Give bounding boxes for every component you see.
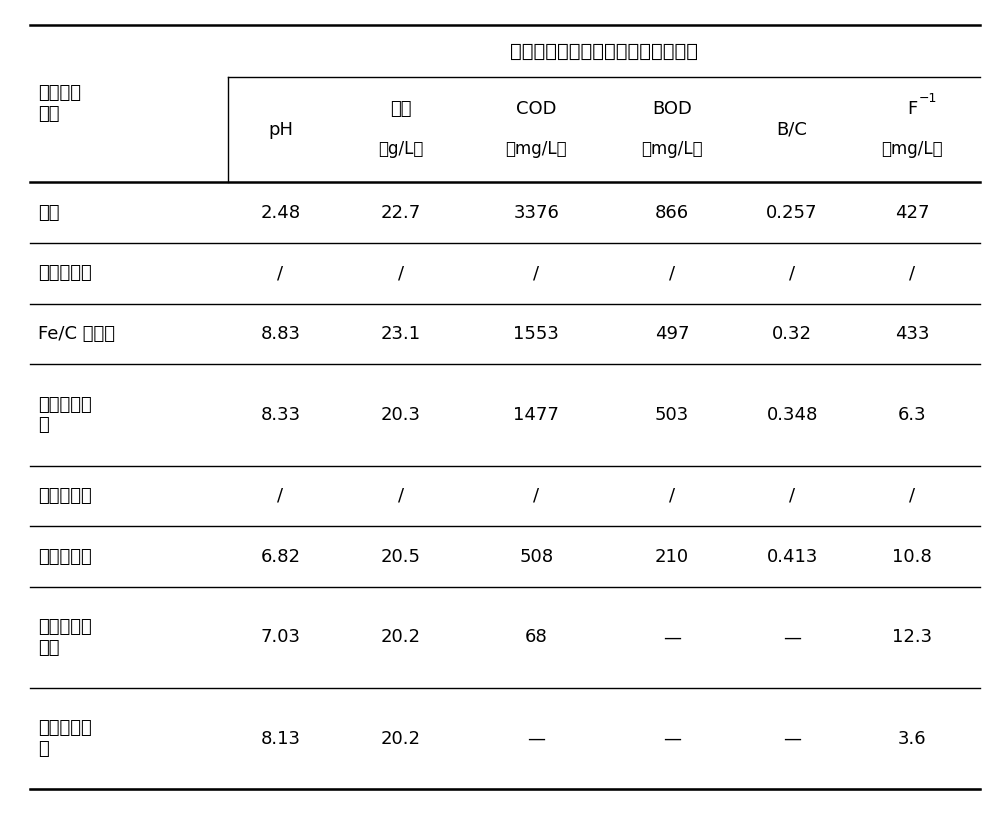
Text: 生物电催化: 生物电催化 bbox=[38, 547, 92, 566]
Text: 处理工艺
阶段: 处理工艺 阶段 bbox=[38, 84, 81, 123]
Text: 0.257: 0.257 bbox=[766, 204, 818, 222]
Text: 20.5: 20.5 bbox=[381, 547, 421, 566]
Text: 盐度: 盐度 bbox=[390, 99, 411, 118]
Text: /: / bbox=[789, 265, 795, 283]
Text: 0.413: 0.413 bbox=[766, 547, 818, 566]
Text: 3.6: 3.6 bbox=[898, 730, 926, 747]
Text: /: / bbox=[398, 487, 404, 505]
Text: BOD: BOD bbox=[652, 99, 692, 118]
Text: 427: 427 bbox=[895, 204, 929, 222]
Text: 20.2: 20.2 bbox=[381, 730, 421, 747]
Text: —: — bbox=[663, 730, 681, 747]
Text: 8.33: 8.33 bbox=[260, 406, 301, 424]
Text: 508: 508 bbox=[519, 547, 553, 566]
Text: —: — bbox=[783, 730, 801, 747]
Text: 503: 503 bbox=[655, 406, 689, 424]
Text: 6.3: 6.3 bbox=[898, 406, 926, 424]
Text: 2.48: 2.48 bbox=[260, 204, 301, 222]
Text: 一级调节池: 一级调节池 bbox=[38, 265, 92, 283]
Text: 68: 68 bbox=[525, 629, 548, 646]
Text: 1477: 1477 bbox=[513, 406, 559, 424]
Text: 各阶段处理工艺处理后水质出水指标: 各阶段处理工艺处理后水质出水指标 bbox=[510, 41, 698, 61]
Text: 22.7: 22.7 bbox=[380, 204, 421, 222]
Text: 一次钙盐沉
淀: 一次钙盐沉 淀 bbox=[38, 395, 92, 434]
Text: /: / bbox=[669, 487, 675, 505]
Text: 866: 866 bbox=[655, 204, 689, 222]
Text: F: F bbox=[907, 99, 917, 118]
Text: 3376: 3376 bbox=[513, 204, 559, 222]
Text: 生物接触氧
化池: 生物接触氧 化池 bbox=[38, 618, 92, 657]
Text: /: / bbox=[909, 265, 915, 283]
Text: B/C: B/C bbox=[777, 121, 808, 139]
Text: pH: pH bbox=[268, 121, 293, 139]
Text: /: / bbox=[277, 265, 284, 283]
Text: 原水: 原水 bbox=[38, 204, 60, 222]
Text: 0.32: 0.32 bbox=[772, 325, 812, 343]
Text: 20.3: 20.3 bbox=[381, 406, 421, 424]
Text: （mg/L）: （mg/L） bbox=[881, 140, 943, 158]
Text: /: / bbox=[909, 487, 915, 505]
Text: 8.13: 8.13 bbox=[261, 730, 301, 747]
Text: 二次钙盐沉
淀: 二次钙盐沉 淀 bbox=[38, 719, 92, 758]
Text: /: / bbox=[533, 265, 539, 283]
Text: 20.2: 20.2 bbox=[381, 629, 421, 646]
Text: 12.3: 12.3 bbox=[892, 629, 932, 646]
Text: /: / bbox=[398, 265, 404, 283]
Text: 0.348: 0.348 bbox=[766, 406, 818, 424]
Text: 210: 210 bbox=[655, 547, 689, 566]
Text: 6.82: 6.82 bbox=[261, 547, 301, 566]
Text: （g/L）: （g/L） bbox=[378, 140, 423, 158]
Text: （mg/L）: （mg/L） bbox=[641, 140, 703, 158]
Text: —: — bbox=[527, 730, 545, 747]
Text: 433: 433 bbox=[895, 325, 929, 343]
Text: 23.1: 23.1 bbox=[381, 325, 421, 343]
Text: 8.83: 8.83 bbox=[261, 325, 301, 343]
Text: —: — bbox=[663, 629, 681, 646]
Text: 7.03: 7.03 bbox=[261, 629, 301, 646]
Text: COD: COD bbox=[516, 99, 557, 118]
Text: /: / bbox=[533, 487, 539, 505]
Text: /: / bbox=[789, 487, 795, 505]
Text: （mg/L）: （mg/L） bbox=[506, 140, 567, 158]
Text: 497: 497 bbox=[655, 325, 689, 343]
Text: −1: −1 bbox=[919, 91, 937, 104]
Text: Fe/C 预处理: Fe/C 预处理 bbox=[38, 325, 115, 343]
Text: 1553: 1553 bbox=[513, 325, 559, 343]
Text: 二级调节池: 二级调节池 bbox=[38, 487, 92, 505]
Text: /: / bbox=[277, 487, 284, 505]
Text: 10.8: 10.8 bbox=[892, 547, 932, 566]
Text: —: — bbox=[783, 629, 801, 646]
Text: /: / bbox=[669, 265, 675, 283]
